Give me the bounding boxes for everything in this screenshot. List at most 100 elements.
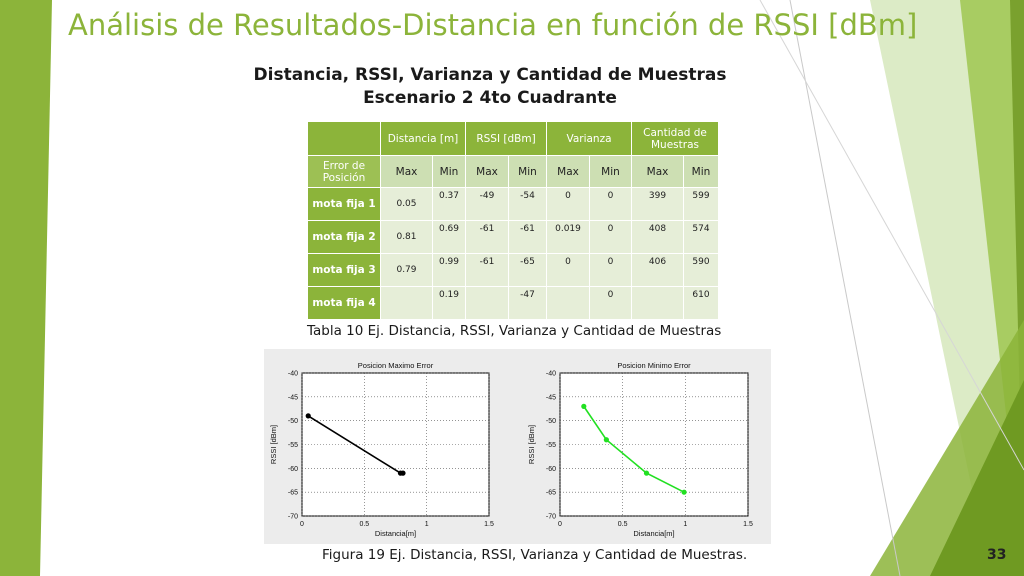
table-cell: 0 bbox=[546, 253, 590, 287]
x-tick-label: 1 bbox=[425, 521, 429, 528]
header-distancia: Distancia [m] bbox=[380, 121, 466, 156]
data-point bbox=[603, 437, 609, 443]
header-cantidad: Cantidad de Muestras bbox=[631, 121, 719, 156]
table-cell: 0 bbox=[589, 220, 632, 254]
subheader-cell: Min bbox=[508, 155, 547, 188]
table-cell: 599 bbox=[683, 187, 719, 221]
y-tick-label: -50 bbox=[546, 418, 556, 425]
left-green-band bbox=[0, 0, 52, 576]
table-cell: 0 bbox=[589, 187, 632, 221]
table-row: mota fija 1 0.05 0.37 -49 -54 0 0 399 59… bbox=[307, 187, 719, 221]
table-heading-line-2: Escenario 2 4to Cuadrante bbox=[363, 88, 617, 108]
series-line bbox=[583, 405, 685, 493]
table-cell: -54 bbox=[508, 187, 547, 221]
table-cell: 610 bbox=[683, 286, 719, 320]
table-row: mota fija 3 0.79 0.99 -61 -65 0 0 406 59… bbox=[307, 253, 719, 287]
y-tick-label: -45 bbox=[288, 394, 298, 401]
table-row: mota fija 4 0.19 -47 0 610 bbox=[307, 286, 719, 320]
table-cell: 0.69 bbox=[432, 220, 466, 254]
diagonal-line bbox=[789, 0, 901, 576]
header-varianza: Varianza bbox=[546, 121, 632, 156]
diagonal-line bbox=[759, 0, 1024, 471]
x-tick-label: 1 bbox=[683, 521, 687, 528]
y-axis-label: RSSI [dBm] bbox=[269, 425, 278, 464]
y-tick-label: -40 bbox=[546, 371, 556, 378]
figure-panel: 0 0.5 1 1.5 -40 -45 -50 -55 -60 -65 -70 Posicion Ma… bbox=[264, 349, 771, 544]
x-tick-label: 0.5 bbox=[359, 521, 369, 528]
subheader-cell: Max bbox=[546, 155, 590, 188]
data-point bbox=[643, 470, 650, 476]
y-axis-label: RSSI [dBm] bbox=[527, 425, 536, 464]
figure-charts: 0 0.5 1 1.5 -40 -45 -50 -55 -60 -65 -70 Posicion Ma… bbox=[269, 361, 753, 538]
table-cell: 0.81 bbox=[380, 220, 433, 254]
table-cell bbox=[631, 286, 684, 320]
subheader-cell: Min bbox=[589, 155, 632, 188]
x-axis-label: Distancia[m] bbox=[633, 529, 674, 538]
y-tick-label: -65 bbox=[546, 490, 556, 497]
subheader-cell: Min bbox=[683, 155, 719, 188]
y-tick-label: -70 bbox=[288, 514, 298, 521]
data-point bbox=[681, 489, 687, 495]
subheader-cell: Max bbox=[380, 155, 433, 188]
table-subheader-row: Error de Posición Max Min Max Min Max Mi… bbox=[307, 155, 719, 188]
table-cell: 408 bbox=[631, 220, 684, 254]
y-tick-label: -55 bbox=[546, 442, 556, 449]
y-tick-label: -45 bbox=[546, 394, 556, 401]
table-cell: -47 bbox=[508, 286, 547, 320]
table-cell: -49 bbox=[465, 187, 509, 221]
chart-title: Posicion Minimo Error bbox=[617, 361, 691, 370]
table-cell: 0.19 bbox=[432, 286, 466, 320]
table-cell: 574 bbox=[683, 220, 719, 254]
data-point bbox=[400, 470, 406, 476]
table-cell: 406 bbox=[631, 253, 684, 287]
x-tick-label: 0 bbox=[558, 521, 562, 528]
x-tick-label: 0.5 bbox=[618, 521, 628, 528]
data-point bbox=[305, 413, 311, 419]
table-cell: 0.019 bbox=[546, 220, 590, 254]
y-tick-label: -60 bbox=[546, 466, 556, 473]
row-label: mota fija 1 bbox=[307, 187, 381, 221]
subheader-cell: Max bbox=[465, 155, 509, 188]
table-cell: -61 bbox=[465, 253, 509, 287]
table-cell: 399 bbox=[631, 187, 684, 221]
page-number: 33 bbox=[987, 547, 1007, 563]
row-label: mota fija 3 bbox=[307, 253, 381, 287]
y-tick-label: -70 bbox=[546, 514, 556, 521]
table-cell: -61 bbox=[508, 220, 547, 254]
table-corner-cell bbox=[307, 121, 381, 156]
subheader-cell: Min bbox=[432, 155, 466, 188]
table-cell: 590 bbox=[683, 253, 719, 287]
table-caption: Tabla 10 Ej. Distancia, RSSI, Varianza y… bbox=[307, 323, 722, 339]
x-tick-label: 0 bbox=[300, 521, 304, 528]
table-heading-line-1: Distancia, RSSI, Varianza y Cantidad de … bbox=[253, 65, 727, 85]
y-tick-label: -50 bbox=[288, 418, 298, 425]
table-cell: 0.99 bbox=[432, 253, 466, 287]
results-table: Distancia [m] RSSI [dBm] Varianza Cantid… bbox=[307, 121, 719, 320]
figure-caption: Figura 19 Ej. Distancia, RSSI, Varianza … bbox=[322, 547, 748, 563]
table-cell bbox=[465, 286, 509, 320]
table-cell bbox=[546, 286, 590, 320]
row-label-header: Error de Posición bbox=[307, 155, 381, 188]
y-tick-label: -40 bbox=[288, 371, 298, 378]
table-row: mota fija 2 0.81 0.69 -61 -61 0.019 0 40… bbox=[307, 220, 719, 254]
table-cell bbox=[380, 286, 433, 320]
table-cell: 0.37 bbox=[432, 187, 466, 221]
table-cell: 0.79 bbox=[380, 253, 433, 287]
table-cell: 0 bbox=[589, 286, 632, 320]
x-tick-label: 1.5 bbox=[484, 521, 494, 528]
table-group-header-row: Distancia [m] RSSI [dBm] Varianza Cantid… bbox=[307, 121, 719, 156]
x-axis-label: Distancia[m] bbox=[375, 529, 416, 538]
chart-title: Posicion Maximo Error bbox=[358, 361, 434, 370]
subheader-cell: Max bbox=[631, 155, 684, 188]
y-tick-label: -55 bbox=[288, 442, 298, 449]
header-rssi: RSSI [dBm] bbox=[465, 121, 547, 156]
x-tick-label: 1.5 bbox=[743, 521, 753, 528]
row-label: mota fija 2 bbox=[307, 220, 381, 254]
slide-title: Análisis de Resultados-Distancia en func… bbox=[68, 8, 918, 42]
y-tick-label: -65 bbox=[288, 490, 298, 497]
table-cell: -65 bbox=[508, 253, 547, 287]
table-cell: 0.05 bbox=[380, 187, 433, 221]
table-cell: 0 bbox=[546, 187, 590, 221]
data-point bbox=[581, 403, 587, 409]
